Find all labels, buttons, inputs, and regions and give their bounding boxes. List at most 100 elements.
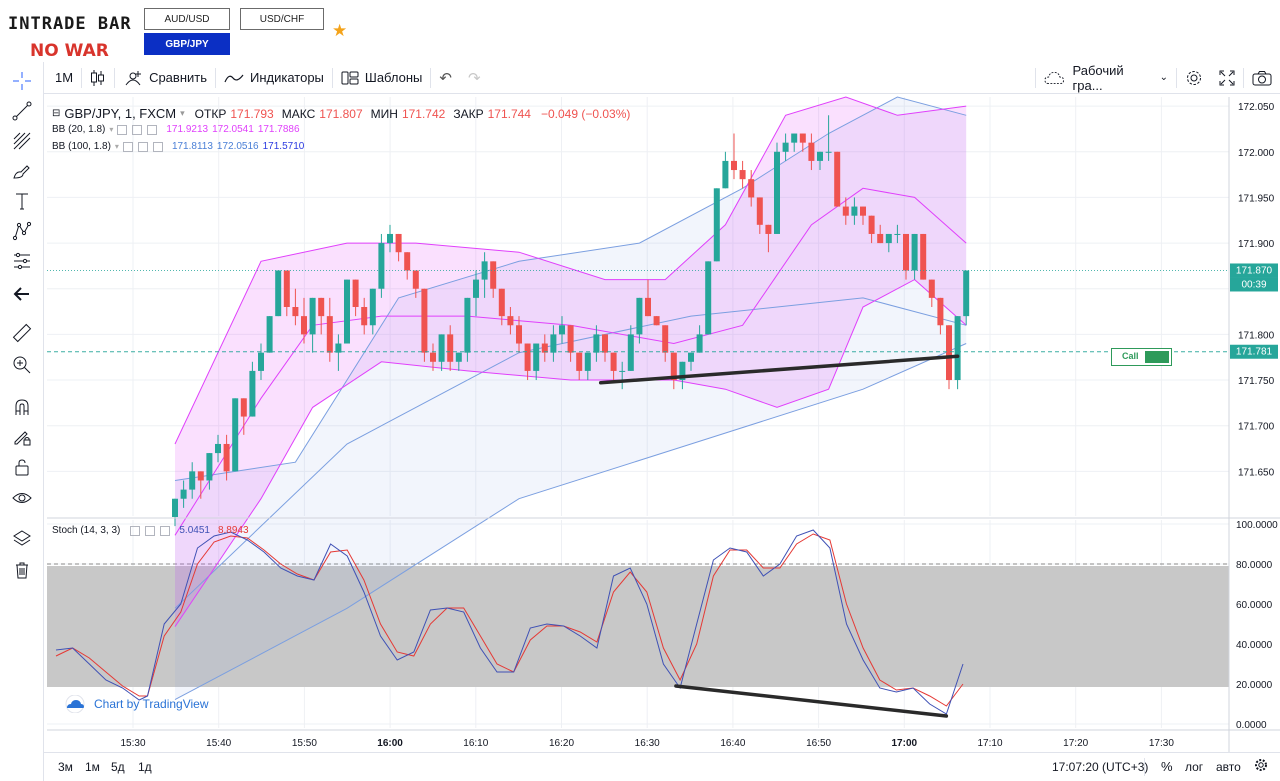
time-tick-label: 16:20 <box>549 738 574 749</box>
legend-collapse-icon[interactable]: ⊟ <box>52 108 61 119</box>
range-1d[interactable]: 1д <box>138 760 152 774</box>
close-label: ЗАКР <box>453 106 484 121</box>
templates-icon <box>341 71 359 84</box>
settings-icon[interactable] <box>137 141 148 152</box>
candle-body <box>275 270 282 317</box>
candle-body <box>610 352 617 371</box>
close-icon[interactable] <box>160 525 171 536</box>
close-icon[interactable] <box>147 124 158 135</box>
candle <box>911 233 918 280</box>
candle-type-icon[interactable] <box>82 62 114 94</box>
candle <box>576 352 583 381</box>
lock-icon[interactable] <box>9 454 35 480</box>
candle-body <box>731 160 737 171</box>
candle-body <box>447 334 454 362</box>
magnet-icon[interactable] <box>9 394 35 420</box>
candle-body <box>903 233 909 271</box>
call-fill <box>1145 351 1169 363</box>
lock-drawing-pencil-icon[interactable] <box>9 424 35 450</box>
chevron-down-icon[interactable]: ▾ <box>180 108 185 118</box>
visibility-toggle-icon[interactable] <box>122 141 133 152</box>
text-tool-icon[interactable] <box>9 188 35 214</box>
candle-body <box>395 233 402 253</box>
layers-icon[interactable] <box>9 526 35 552</box>
low-value: 171.742 <box>401 106 446 121</box>
candle <box>387 224 393 253</box>
pair-tab-usdchf[interactable]: USD/CHF <box>240 8 324 30</box>
candle-body <box>911 233 918 271</box>
candle <box>249 361 256 417</box>
eye-icon[interactable] <box>9 485 35 511</box>
log-toggle[interactable]: лог <box>1185 760 1204 774</box>
candle-body <box>533 343 540 371</box>
bb100-legend[interactable]: BB (100, 1.8) ▾ 171.8113 172.0516 171.57… <box>52 141 304 152</box>
zoom-in-icon[interactable] <box>9 352 35 378</box>
candle <box>610 352 617 381</box>
candle <box>799 133 806 152</box>
pair-tab-gbpjpy[interactable]: GBP/JPY <box>144 33 230 55</box>
undo-icon[interactable]: ↶ <box>439 69 452 87</box>
bb100-value: 172.0516 <box>216 141 259 152</box>
pattern-tool-icon[interactable] <box>9 218 35 244</box>
candle-body <box>438 334 445 362</box>
candle <box>877 224 884 244</box>
candle-body <box>292 307 299 317</box>
gear-icon[interactable] <box>1254 758 1268 775</box>
range-1m[interactable]: 1м <box>85 760 100 774</box>
pair-tab-audusd[interactable]: AUD/USD <box>144 8 230 30</box>
prediction-tool-icon[interactable] <box>9 248 35 274</box>
visibility-toggle-icon[interactable] <box>117 124 128 135</box>
percent-toggle[interactable]: % <box>1161 759 1173 774</box>
fullscreen-icon[interactable] <box>1211 62 1243 94</box>
clock-readout[interactable]: 17:07:20 (UTC+3) <box>1052 760 1149 774</box>
layout-dropdown[interactable]: Рабочий гра... ⌄ <box>1036 62 1176 94</box>
candle-body <box>748 179 755 198</box>
candle <box>619 361 626 390</box>
call-order-marker[interactable]: Call <box>1111 348 1172 366</box>
candle <box>378 233 385 298</box>
candle-body <box>335 343 342 353</box>
candle <box>636 297 643 344</box>
bb20-legend[interactable]: BB (20, 1.8) ▾ 171.9213 172.0541 171.788… <box>52 124 300 135</box>
fib-tool-icon[interactable] <box>9 128 35 154</box>
candle <box>602 334 608 362</box>
brand-slogan: NO WAR <box>30 41 109 61</box>
candle <box>507 307 514 335</box>
gear-icon[interactable] <box>1177 62 1211 94</box>
candle-body <box>713 188 720 262</box>
time-tick-label: 16:10 <box>463 738 488 749</box>
camera-icon[interactable] <box>1244 62 1280 94</box>
settings-icon[interactable] <box>145 525 156 536</box>
candle-body <box>283 270 290 307</box>
candle-body <box>602 334 608 353</box>
symbol-label[interactable]: GBP/JPY, 1, FXCM <box>64 106 177 121</box>
indicators-button[interactable]: Индикаторы <box>216 62 332 94</box>
favorite-star-icon[interactable]: ★ <box>332 21 348 40</box>
crosshair-icon[interactable] <box>9 68 35 94</box>
candle <box>352 279 359 317</box>
trash-icon[interactable] <box>9 557 35 583</box>
templates-button[interactable]: Шаблоны <box>333 62 431 94</box>
compare-button[interactable]: Сравнить <box>115 62 215 94</box>
candle <box>903 233 909 280</box>
tradingview-watermark[interactable]: Chart by TradingView <box>62 695 209 713</box>
current-price-tag: 171.870 <box>1236 265 1273 276</box>
candle <box>584 352 591 381</box>
trendline-tool-icon[interactable] <box>9 98 35 124</box>
interval-button[interactable]: 1М <box>55 70 74 85</box>
brush-tool-icon[interactable] <box>9 158 35 184</box>
ruler-icon[interactable] <box>9 320 35 346</box>
back-arrow-icon[interactable] <box>9 281 35 307</box>
range-3m[interactable]: 3м <box>58 760 73 774</box>
settings-icon[interactable] <box>132 124 143 135</box>
candle <box>817 151 823 171</box>
close-icon[interactable] <box>152 141 163 152</box>
visibility-toggle-icon[interactable] <box>130 525 141 536</box>
auto-toggle[interactable]: авто <box>1216 760 1241 774</box>
stoch-legend[interactable]: Stoch (14, 3, 3) 5.0451 8.8943 <box>52 525 249 536</box>
redo-icon[interactable]: ↷ <box>467 69 481 87</box>
time-tick-label: 15:40 <box>206 738 231 749</box>
range-5d[interactable]: 5д <box>111 760 125 774</box>
candle-body <box>851 206 858 216</box>
